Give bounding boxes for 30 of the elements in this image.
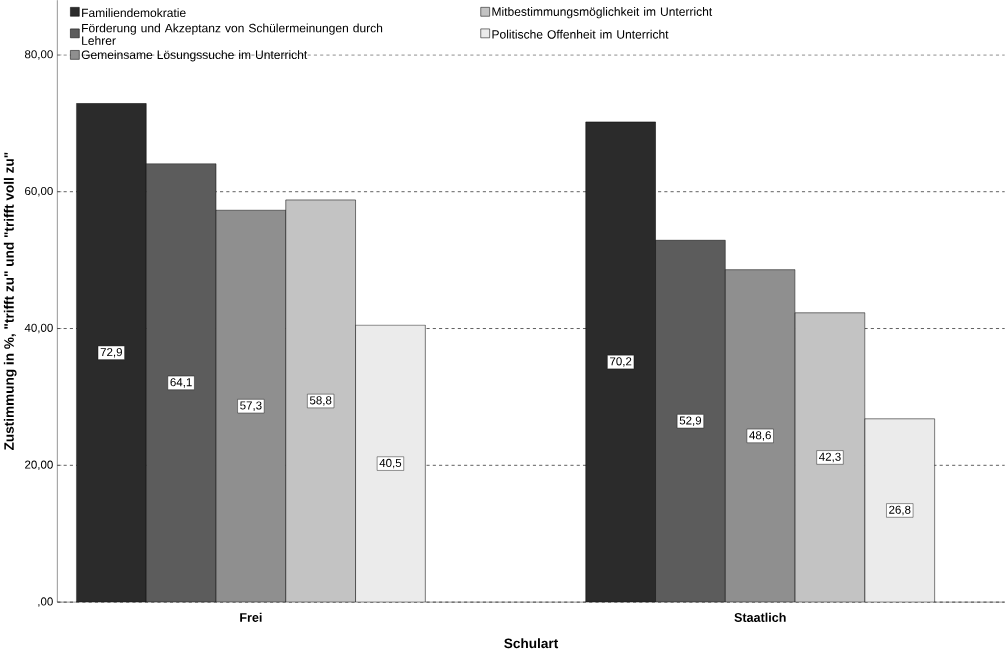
- bar: [355, 325, 426, 603]
- y-tick-label: 80,00: [24, 50, 53, 60]
- y-tick-label: 40,00: [24, 323, 53, 334]
- legend-label: Familiendemokratie: [82, 8, 186, 18]
- legend-label: Gemeinsame Lösungssuche im Unterricht: [81, 50, 308, 62]
- x-tick-label: Staatlich: [734, 612, 786, 622]
- bar: [864, 418, 935, 603]
- bar: [76, 103, 147, 603]
- legend-label: Förderung und Akzeptanz von Schülermeinungen durch Lehrer: [82, 23, 383, 45]
- bar: [585, 121, 656, 603]
- y-axis-title: Zustimmung in %, "trifft zu" und "trifft voll zu": [3, 152, 17, 451]
- data-label: 64,1: [170, 378, 192, 388]
- data-label: 48,6: [749, 431, 771, 441]
- legend-label: Mitbestimmungsmöglichkeit im Unterricht: [492, 7, 713, 19]
- data-label: 70,2: [610, 357, 632, 367]
- y-tick-label: 60,00: [25, 186, 53, 197]
- data-label: 57,3: [240, 401, 262, 411]
- x-axis-title: Schulart: [504, 638, 559, 649]
- data-label: 72,9: [100, 348, 122, 358]
- data-label: 52,9: [679, 416, 702, 426]
- bar: [655, 240, 726, 603]
- data-label: 40,5: [379, 458, 402, 469]
- y-tick-label: ,00: [38, 597, 53, 607]
- data-label: 58,8: [309, 396, 332, 406]
- bar: [146, 163, 216, 603]
- legend-label: Politische Offenheit im Unterricht: [492, 29, 669, 39]
- x-tick-label: Frei: [240, 612, 262, 622]
- data-label: 26,8: [889, 505, 911, 516]
- y-tick-label: 20,00: [25, 460, 53, 471]
- data-label: 42,3: [819, 452, 841, 463]
